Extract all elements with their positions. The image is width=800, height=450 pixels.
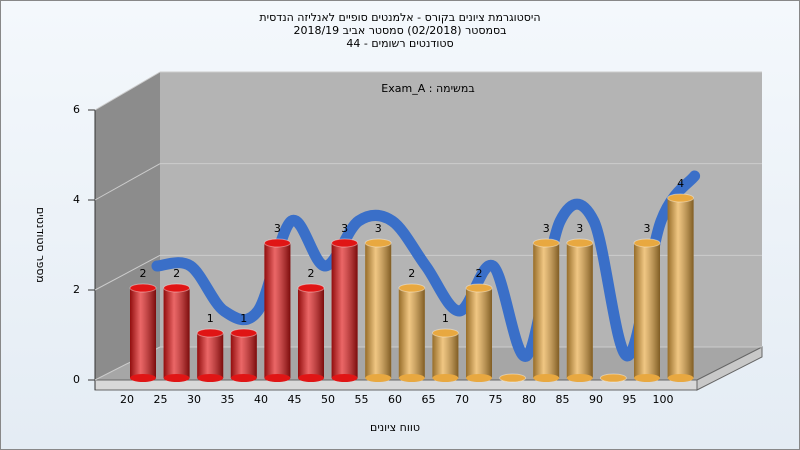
data-label: 4 bbox=[677, 177, 684, 190]
data-label: 3 bbox=[341, 222, 348, 235]
x-tick-label: 45 bbox=[288, 393, 302, 406]
bar-base bbox=[163, 374, 190, 382]
data-label: 2 bbox=[173, 267, 180, 280]
data-label: 3 bbox=[375, 222, 382, 235]
bar-base bbox=[197, 374, 224, 382]
data-label: 3 bbox=[543, 222, 550, 235]
bar-shade bbox=[298, 288, 324, 378]
bar-top bbox=[499, 373, 527, 383]
y-axis-label: מספר סטודנטים bbox=[34, 207, 47, 283]
bar-base bbox=[566, 374, 593, 382]
x-tick-label: 25 bbox=[154, 393, 168, 406]
y-tick-label: 4 bbox=[73, 193, 80, 206]
chart-subtitle: בסמסטר (02/2018) סמסטר אביב 2018/19 bbox=[293, 24, 506, 37]
x-tick-label: 50 bbox=[321, 393, 335, 406]
x-tick-label: 100 bbox=[653, 393, 674, 406]
y-tick-label: 0 bbox=[73, 373, 80, 386]
data-label: 3 bbox=[576, 222, 583, 235]
bar-shade bbox=[331, 243, 358, 378]
x-tick-label: 35 bbox=[221, 393, 235, 406]
data-label: 1 bbox=[442, 312, 449, 325]
bar-top bbox=[599, 373, 627, 383]
bar-base bbox=[432, 374, 459, 382]
bar-top bbox=[465, 283, 493, 293]
floor bbox=[95, 347, 762, 380]
bar-shade bbox=[398, 288, 425, 378]
bar-shade bbox=[264, 243, 291, 378]
chart-title: היסטוגרמת ציונים בקורס - אלמנטים סופיים … bbox=[259, 11, 540, 24]
bar-base bbox=[466, 374, 492, 382]
bar-shade bbox=[667, 198, 694, 378]
bar-base bbox=[331, 374, 358, 382]
data-label: 3 bbox=[274, 222, 281, 235]
floor-side bbox=[696, 346, 763, 391]
bar-base bbox=[298, 374, 324, 382]
y-tick-label: 2 bbox=[73, 283, 80, 296]
data-label: 2 bbox=[308, 267, 315, 280]
bar-shade bbox=[432, 333, 459, 378]
x-tick-label: 40 bbox=[254, 393, 268, 406]
bar-shade bbox=[365, 243, 392, 378]
bar-top bbox=[297, 283, 325, 293]
trend-ribbon bbox=[151, 170, 701, 362]
x-tick-label: 70 bbox=[455, 393, 469, 406]
bar-top bbox=[263, 238, 291, 248]
bar-shade bbox=[533, 243, 560, 378]
grid-line bbox=[94, 254, 161, 291]
bar-shade bbox=[130, 288, 156, 378]
bar-top bbox=[163, 283, 191, 293]
x-tick-label: 65 bbox=[422, 393, 436, 406]
x-tick-label: 80 bbox=[522, 393, 536, 406]
data-label: 3 bbox=[644, 222, 651, 235]
bar-top bbox=[331, 238, 359, 248]
bar-top bbox=[196, 328, 224, 338]
bar-shade bbox=[163, 288, 190, 378]
x-tick-label: 20 bbox=[120, 393, 134, 406]
chart-subtitle: סטודנטים רשומים - 44 bbox=[346, 37, 453, 50]
bar-top bbox=[667, 193, 695, 203]
bar-base bbox=[264, 374, 291, 382]
x-tick-label: 75 bbox=[489, 393, 503, 406]
bar-top bbox=[230, 328, 258, 338]
data-label: 2 bbox=[476, 267, 483, 280]
grid-line bbox=[94, 163, 161, 201]
bar-base bbox=[365, 374, 392, 382]
x-tick-label: 90 bbox=[589, 393, 603, 406]
grid-line bbox=[94, 71, 161, 111]
bar-base bbox=[130, 374, 156, 382]
bar-top bbox=[532, 238, 560, 248]
data-label: 2 bbox=[408, 267, 415, 280]
bar-base bbox=[230, 374, 257, 382]
x-tick-label: 55 bbox=[355, 393, 369, 406]
bar-top bbox=[129, 283, 157, 293]
bar-base bbox=[398, 374, 425, 382]
bar-top bbox=[364, 238, 392, 248]
x-tick-label: 85 bbox=[556, 393, 570, 406]
x-tick-label: 95 bbox=[623, 393, 637, 406]
bar-base bbox=[667, 374, 694, 382]
bar-shade bbox=[566, 243, 593, 378]
bar-base bbox=[634, 374, 660, 382]
bar-base bbox=[533, 374, 560, 382]
x-tick-label: 30 bbox=[187, 393, 201, 406]
data-label: 1 bbox=[240, 312, 247, 325]
bar-top bbox=[398, 283, 426, 293]
data-label: 1 bbox=[207, 312, 214, 325]
bar-top bbox=[431, 328, 459, 338]
bar-shade bbox=[230, 333, 257, 378]
annotation: Exam_A : במשימה bbox=[381, 82, 474, 95]
data-label: 2 bbox=[140, 267, 147, 280]
bar-shade bbox=[466, 288, 492, 378]
y-tick-label: 6 bbox=[73, 103, 80, 116]
bar-shade bbox=[634, 243, 660, 378]
bar-top bbox=[633, 238, 661, 248]
x-axis-label: טווח ציונים bbox=[370, 421, 420, 434]
bar-top bbox=[566, 238, 594, 248]
x-tick-label: 60 bbox=[388, 393, 402, 406]
bar-shade bbox=[197, 333, 224, 378]
